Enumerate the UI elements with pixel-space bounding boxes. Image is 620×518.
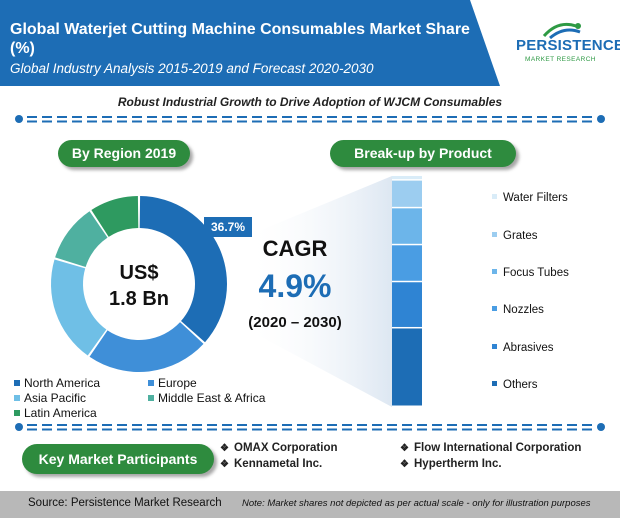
- legend-item-north-america: North America: [14, 376, 100, 390]
- participant-name: Flow International Corporation: [414, 442, 582, 454]
- legend-swatch: [148, 394, 154, 401]
- product-section-title: Break-up by Product: [330, 140, 516, 167]
- participant-item: ❖ Hypertherm Inc.: [400, 458, 502, 470]
- product-label-text: Others: [503, 379, 538, 391]
- donut-hole: [84, 229, 194, 339]
- bar-segment-grates: [392, 180, 422, 207]
- divider-bottom: [15, 423, 605, 431]
- legend-label: Latin America: [24, 406, 97, 420]
- north-america-share-callout: 36.7%: [204, 217, 252, 237]
- legend-swatch: [14, 409, 20, 416]
- participant-item: ❖ Kennametal Inc.: [220, 458, 322, 470]
- product-label-focus-tubes: Focus Tubes: [492, 267, 569, 279]
- page-subtitle: Global Industry Analysis 2015-2019 and F…: [10, 61, 374, 76]
- diamond-bullet-icon: ❖: [400, 459, 409, 470]
- legend-item-asia-pacific: Asia Pacific: [14, 391, 86, 405]
- bar-segment-nozzles: [392, 245, 422, 281]
- logo-swoosh-icon: [542, 22, 581, 40]
- product-swatch: [492, 194, 497, 200]
- bar-segment-abrasives: [392, 282, 422, 327]
- legend-label: Asia Pacific: [24, 391, 87, 405]
- page-title: Global Waterjet Cutting Machine Consumab…: [10, 21, 470, 57]
- footer-source: Source: Persistence Market Research: [28, 497, 222, 509]
- legend-item-europe: Europe: [148, 376, 197, 390]
- donut-slice-europe: [89, 322, 204, 372]
- bar-segment-focus-tubes: [392, 208, 422, 244]
- diamond-bullet-icon: ❖: [220, 443, 229, 454]
- participant-name: OMAX Corporation: [234, 442, 338, 454]
- header-banner: [0, 0, 500, 86]
- donut-slice-latin-america: [91, 196, 139, 237]
- legend-swatch: [14, 379, 20, 386]
- donut-slice-asia-pacific: [51, 259, 107, 356]
- company-logo: PERSISTENCE MARKET RESEARCH: [506, 18, 620, 74]
- product-swatch: [492, 306, 497, 312]
- product-swatch: [492, 269, 497, 275]
- product-swatch: [492, 232, 497, 238]
- bar-segment-water-filters: [392, 176, 422, 180]
- market-size-value: 1.8 Bn: [108, 288, 170, 310]
- logo-tagline: MARKET RESEARCH: [525, 56, 596, 63]
- region-section-title: By Region 2019: [58, 140, 190, 167]
- donut-slice-middle-east-africa: [55, 211, 108, 268]
- product-label-text: Focus Tubes: [503, 267, 569, 279]
- product-label-others: Others: [492, 379, 538, 391]
- cagr-value: 4.9%: [258, 268, 332, 304]
- legend-swatch: [148, 379, 154, 386]
- subheading: Robust Industrial Growth to Drive Adopti…: [117, 95, 503, 109]
- cagr-period: (2020 – 2030): [248, 314, 342, 331]
- product-label-text: Grates: [503, 230, 538, 242]
- participant-name: Hypertherm Inc.: [414, 458, 502, 470]
- legend-swatch: [14, 394, 20, 401]
- footer-note: Note: Market shares not depicted as per …: [242, 498, 591, 509]
- product-label-water-filters: Water Filters: [492, 192, 568, 204]
- logo-brand: PERSISTENCE: [516, 37, 620, 54]
- product-label-grates: Grates: [492, 230, 538, 242]
- legend-label: North America: [24, 376, 101, 390]
- product-label-nozzles: Nozzles: [492, 304, 544, 316]
- participant-name: Kennametal Inc.: [234, 458, 323, 470]
- legend-label: Europe: [158, 376, 197, 390]
- participant-item: ❖ OMAX Corporation: [220, 442, 338, 454]
- cagr-label: CAGR: [262, 236, 328, 261]
- market-size-currency: US$: [119, 262, 159, 284]
- bar-segment-others: [392, 328, 422, 406]
- product-label-text: Abrasives: [503, 342, 554, 354]
- legend-label: Middle East & Africa: [158, 391, 266, 405]
- participants-title: Key Market Participants: [22, 444, 214, 474]
- participant-item: ❖ Flow International Corporation: [400, 442, 581, 454]
- product-swatch: [492, 344, 497, 350]
- divider-top: [15, 115, 605, 123]
- product-label-text: Water Filters: [503, 192, 568, 204]
- legend-item-latin-america: Latin America: [14, 406, 97, 420]
- footer: Source: Persistence Market Research Note…: [0, 491, 620, 518]
- legend-item-middle-east-africa: Middle East & Africa: [148, 391, 265, 405]
- product-swatch: [492, 381, 497, 387]
- diamond-bullet-icon: ❖: [220, 459, 229, 470]
- product-label-abrasives: Abrasives: [492, 342, 554, 354]
- diamond-bullet-icon: ❖: [400, 443, 409, 454]
- product-label-text: Nozzles: [503, 304, 544, 316]
